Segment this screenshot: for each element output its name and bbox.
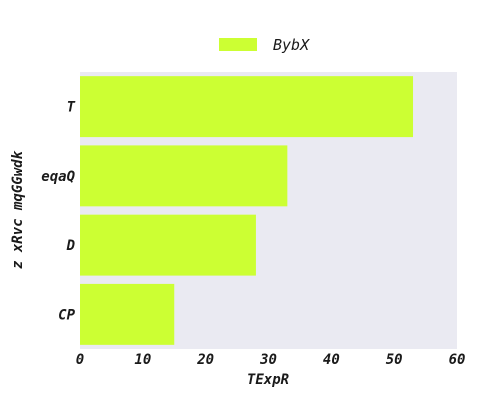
x-tick-label: 50 — [386, 352, 403, 368]
x-tick-label: 0 — [76, 352, 84, 368]
y-tick-label: T — [67, 100, 76, 116]
y-axis-label: z xRvc mqGGwdk — [10, 150, 26, 269]
x-tick-label: 60 — [449, 352, 466, 368]
x-tick-label: 40 — [323, 352, 340, 368]
y-tick-label: D — [66, 238, 75, 254]
bar-eqaQ — [80, 145, 288, 207]
bar-D — [80, 214, 256, 276]
x-tick-label: 30 — [259, 352, 277, 368]
legend-swatch — [219, 38, 257, 51]
legend: BybX — [219, 36, 310, 54]
bar-T — [80, 76, 414, 138]
x-tick-label: 20 — [196, 352, 214, 368]
bar-CP — [80, 283, 175, 345]
x-tick-labels: 0 10 20 30 40 50 60 — [76, 352, 466, 368]
y-tick-label: eqaQ — [41, 169, 75, 185]
x-tick-label: 10 — [134, 352, 151, 368]
x-axis-label: TExpR — [247, 372, 289, 388]
y-tick-label: CP — [58, 307, 75, 323]
legend-label: BybX — [273, 36, 310, 54]
bars-group — [80, 76, 414, 345]
